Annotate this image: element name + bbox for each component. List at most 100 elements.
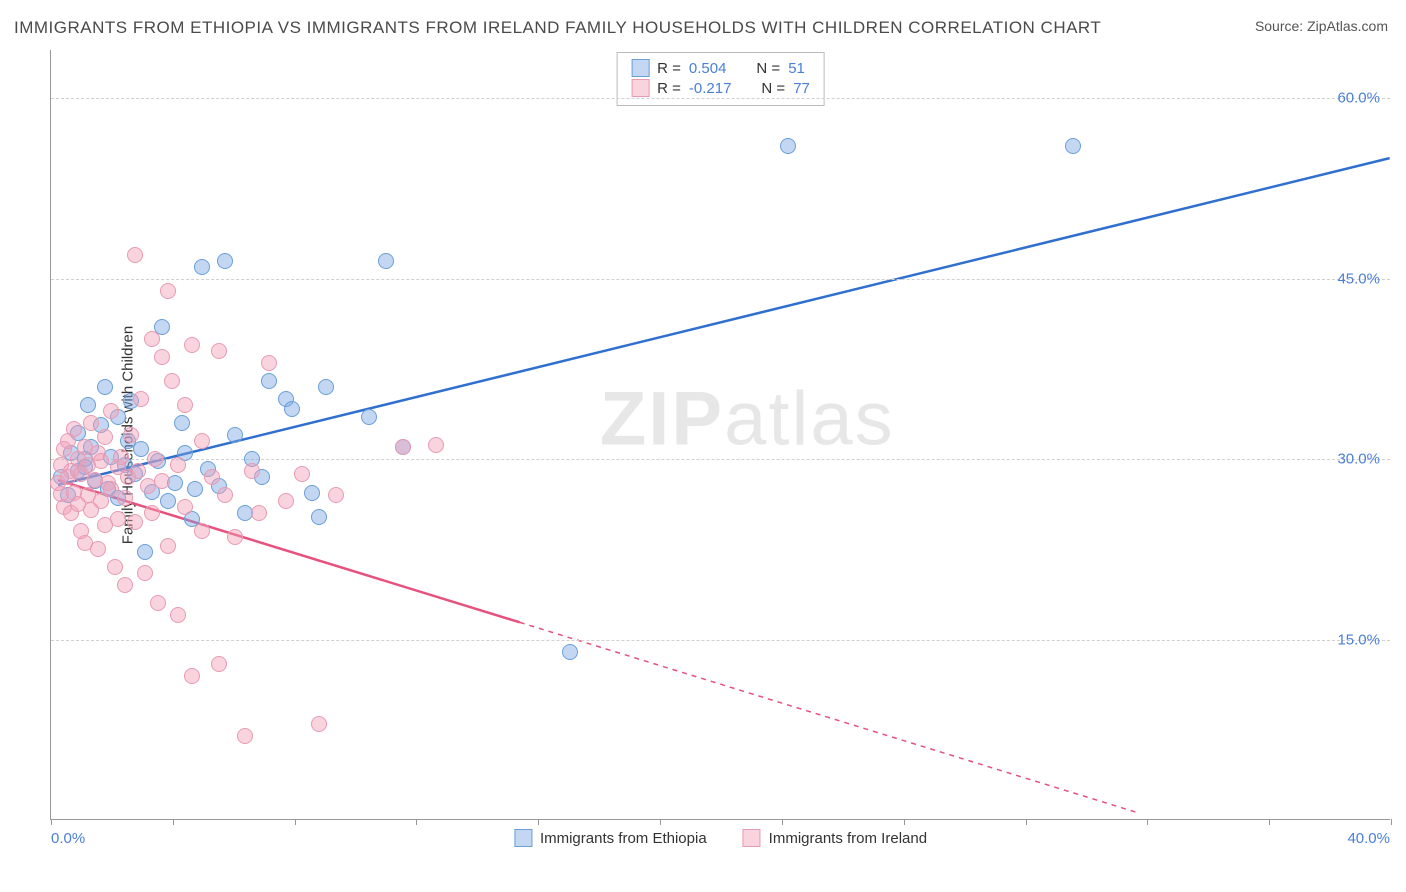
scatter-point xyxy=(294,466,310,482)
legend-swatch xyxy=(631,79,649,97)
scatter-point xyxy=(167,475,183,491)
scatter-point xyxy=(113,449,129,465)
scatter-point xyxy=(562,644,578,660)
scatter-point xyxy=(90,541,106,557)
legend-label: Immigrants from Ethiopia xyxy=(540,830,707,847)
scatter-point xyxy=(244,463,260,479)
scatter-point xyxy=(211,656,227,672)
x-axis-min-label: 0.0% xyxy=(51,830,85,847)
scatter-point xyxy=(395,439,411,455)
stat-n-value: 77 xyxy=(793,80,810,97)
scatter-point xyxy=(184,668,200,684)
scatter-point xyxy=(311,509,327,525)
scatter-point xyxy=(133,391,149,407)
x-tick xyxy=(904,819,905,825)
scatter-point xyxy=(117,577,133,593)
scatter-point xyxy=(177,397,193,413)
legend-swatch xyxy=(514,829,532,847)
stats-row: R = 0.504N = 51 xyxy=(631,59,810,77)
scatter-point xyxy=(147,451,163,467)
scatter-point xyxy=(194,433,210,449)
scatter-point xyxy=(107,559,123,575)
stat-n-value: 51 xyxy=(788,60,805,77)
x-tick xyxy=(1391,819,1392,825)
scatter-point xyxy=(160,538,176,554)
scatter-point xyxy=(110,511,126,527)
scatter-point xyxy=(144,505,160,521)
scatter-point xyxy=(361,409,377,425)
scatter-point xyxy=(160,493,176,509)
x-tick xyxy=(173,819,174,825)
x-tick xyxy=(538,819,539,825)
stats-row: R = -0.217 N = 77 xyxy=(631,79,810,97)
scatter-point xyxy=(170,607,186,623)
x-tick xyxy=(1147,819,1148,825)
scatter-point xyxy=(378,253,394,269)
stat-n-label: N = xyxy=(761,80,785,97)
series-legend: Immigrants from Ethiopia Immigrants from … xyxy=(514,829,927,847)
scatter-point xyxy=(103,403,119,419)
scatter-point xyxy=(261,355,277,371)
scatter-point xyxy=(251,505,267,521)
y-tick-label: 60.0% xyxy=(1337,90,1380,107)
scatter-point xyxy=(130,463,146,479)
stat-r-label: R = xyxy=(657,60,681,77)
x-tick xyxy=(660,819,661,825)
scatter-point xyxy=(117,490,133,506)
scatter-point xyxy=(284,401,300,417)
stat-n-label: N = xyxy=(756,60,780,77)
legend-swatch xyxy=(631,59,649,77)
scatter-point xyxy=(780,138,796,154)
scatter-point xyxy=(328,487,344,503)
y-tick-label: 30.0% xyxy=(1337,451,1380,468)
scatter-point xyxy=(261,373,277,389)
trend-lines xyxy=(51,50,1390,819)
scatter-point xyxy=(194,523,210,539)
x-tick xyxy=(782,819,783,825)
legend-label: Immigrants from Ireland xyxy=(769,830,927,847)
scatter-point xyxy=(93,453,109,469)
scatter-point xyxy=(144,331,160,347)
scatter-point xyxy=(227,529,243,545)
grid-line xyxy=(51,640,1390,641)
x-tick xyxy=(51,819,52,825)
legend-item: Immigrants from Ireland xyxy=(743,829,927,847)
scatter-point xyxy=(174,415,190,431)
scatter-point xyxy=(160,283,176,299)
y-tick-label: 15.0% xyxy=(1337,631,1380,648)
scatter-point xyxy=(1065,138,1081,154)
scatter-point xyxy=(194,259,210,275)
scatter-point xyxy=(211,343,227,359)
scatter-point xyxy=(127,514,143,530)
chart-title: IMMIGRANTS FROM ETHIOPIA VS IMMIGRANTS F… xyxy=(14,18,1101,38)
legend-item: Immigrants from Ethiopia xyxy=(514,829,707,847)
grid-line xyxy=(51,98,1390,99)
scatter-point xyxy=(217,253,233,269)
x-tick xyxy=(416,819,417,825)
scatter-point xyxy=(184,337,200,353)
scatter-point xyxy=(80,397,96,413)
scatter-point xyxy=(83,415,99,431)
scatter-point xyxy=(137,544,153,560)
scatter-point xyxy=(304,485,320,501)
plot-area: ZIPatlas Family Households with Children… xyxy=(50,50,1390,820)
source-label: Source: ZipAtlas.com xyxy=(1255,18,1388,34)
scatter-point xyxy=(164,373,180,389)
stat-r-value: -0.217 xyxy=(689,80,732,97)
scatter-point xyxy=(177,499,193,515)
stat-r-label: R = xyxy=(657,80,681,97)
scatter-point xyxy=(170,457,186,473)
scatter-point xyxy=(123,427,139,443)
scatter-point xyxy=(187,481,203,497)
scatter-point xyxy=(66,421,82,437)
scatter-point xyxy=(227,427,243,443)
y-tick-label: 45.0% xyxy=(1337,270,1380,287)
scatter-point xyxy=(237,728,253,744)
scatter-point xyxy=(311,716,327,732)
scatter-point xyxy=(97,429,113,445)
x-tick xyxy=(1269,819,1270,825)
scatter-point xyxy=(318,379,334,395)
scatter-point xyxy=(204,469,220,485)
scatter-point xyxy=(97,379,113,395)
x-tick xyxy=(295,819,296,825)
